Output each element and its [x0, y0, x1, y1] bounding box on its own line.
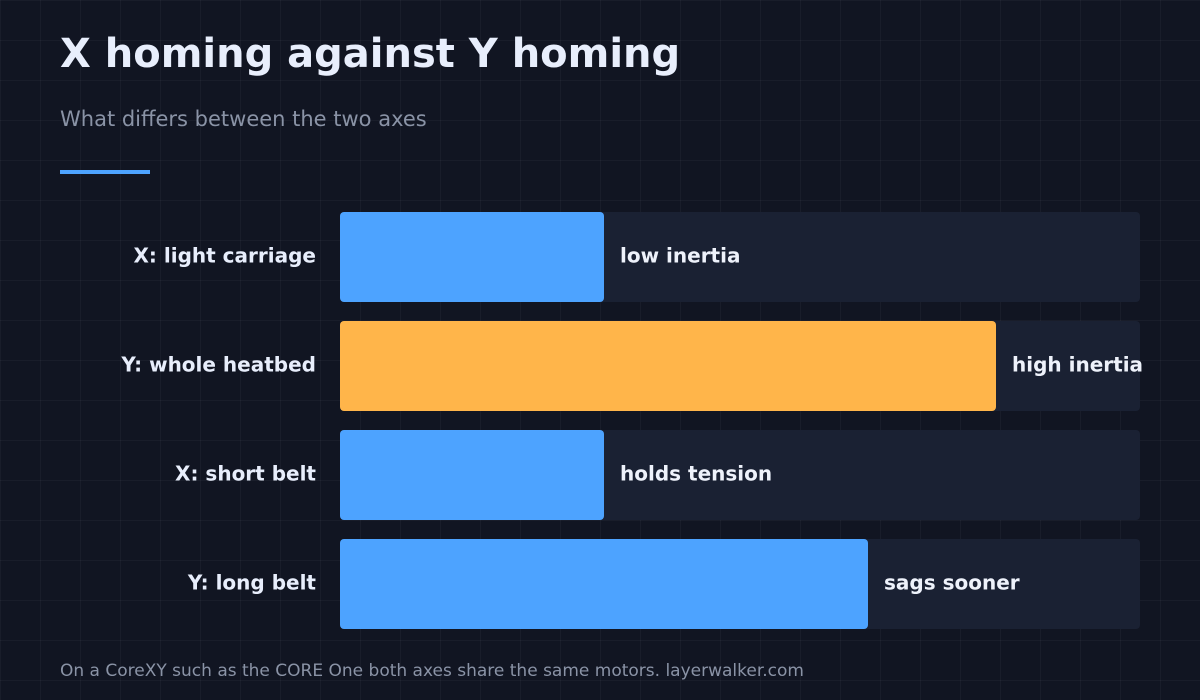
category-label: X: light carriage: [134, 244, 316, 268]
source-note: On a CoreXY such as the CORE One both ax…: [60, 661, 804, 681]
bar-annotation: high inertia: [1012, 353, 1143, 377]
category-label: X: short belt: [175, 462, 316, 486]
category-label: Y: long belt: [187, 571, 317, 595]
bar: [340, 321, 996, 411]
bar: [340, 430, 604, 520]
bar-annotation: holds tension: [620, 462, 772, 486]
bar-annotation: low inertia: [620, 244, 740, 268]
chart-subtitle: What differs between the two axes: [60, 107, 427, 131]
bar-annotation: sags sooner: [884, 571, 1020, 595]
accent-line: [60, 170, 150, 174]
bar: [340, 212, 604, 302]
chart-title: X homing against Y homing: [60, 31, 680, 77]
bar: [340, 539, 868, 629]
category-label: Y: whole heatbed: [120, 353, 316, 377]
